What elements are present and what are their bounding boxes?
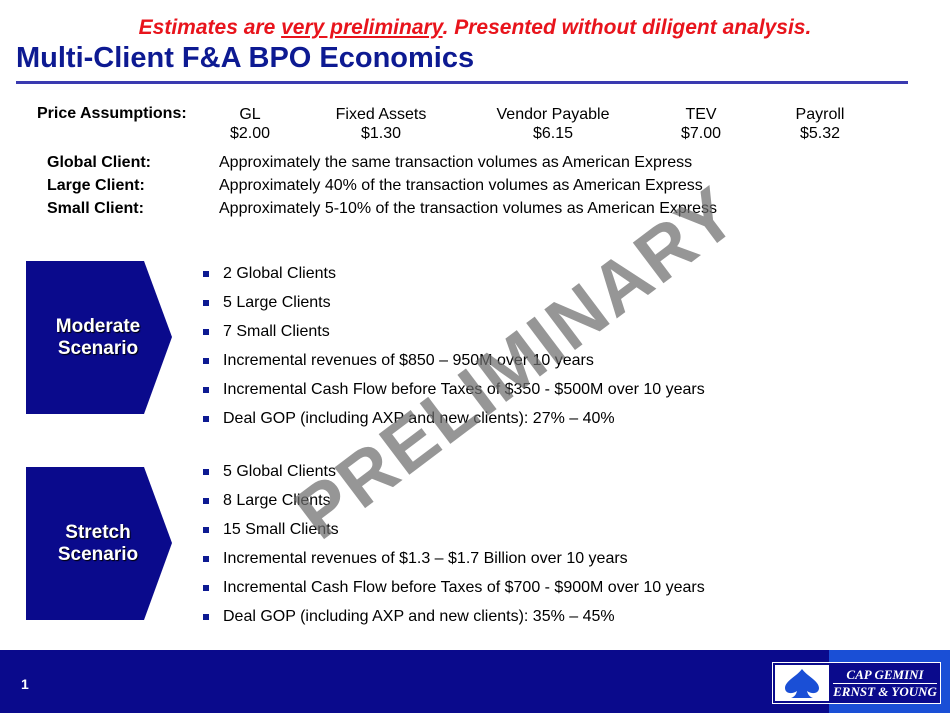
scenario-label: Moderate Scenario [26,261,172,414]
price-item-name: Payroll [795,106,845,123]
logo-line2: ERNST & YOUNG [833,684,937,699]
price-item-name: TEV [685,106,717,123]
price-item-name: Vendor Payable [496,106,610,123]
price-item-name: Fixed Assets [335,106,427,123]
price-item-fixed-assets: Fixed Assets $1.30 [320,105,442,143]
stretch-scenario-chevron: Stretch Scenario [26,467,172,620]
scenario-label-line1: Moderate [55,315,141,337]
logo-wordmark: CAP GEMINI ERNST & YOUNG [833,666,937,700]
stretch-scenario-bullets: 5 Global Clients 8 Large Clients 15 Smal… [203,457,705,631]
scenario-label-line2: Scenario [57,543,139,565]
warning-text-post: . Presented without diligent analysis. [442,16,812,39]
chevron-shape [26,467,172,620]
bullet-item: Deal GOP (including AXP and new clients)… [203,602,705,631]
client-name: Small Client: [47,200,144,217]
bullet-item: 15 Small Clients [203,515,705,544]
page-title: Multi-Client F&A BPO Economics [16,42,475,74]
bullet-item: 7 Small Clients [203,317,705,346]
price-assumptions-label: Price Assumptions: [37,105,187,122]
price-item-value: $1.30 [360,125,402,142]
price-item-value: $5.32 [799,125,841,142]
bullet-item: 8 Large Clients [203,486,705,515]
client-name: Large Client: [47,177,145,194]
bullet-item: Incremental revenues of $1.3 – $1.7 Bill… [203,544,705,573]
scenario-label-line2: Scenario [57,337,139,359]
spade-icon [775,665,829,701]
price-item-name: GL [239,106,261,123]
bullet-item: 2 Global Clients [203,259,705,288]
price-item-value: $6.15 [532,125,574,142]
price-item-tev: TEV $7.00 [666,105,736,143]
company-logo: CAP GEMINI ERNST & YOUNG [772,662,941,704]
bullet-item: 5 Large Clients [203,288,705,317]
bullet-item: 5 Global Clients [203,457,705,486]
client-description: Approximately 40% of the transaction vol… [219,177,703,194]
warning-text-pre: Estimates are [138,16,282,39]
price-item-gl: GL $2.00 [220,105,280,143]
price-item-vendor-payable: Vendor Payable $6.15 [480,105,626,143]
title-divider [16,81,908,84]
client-name: Global Client: [47,154,151,171]
bullet-item: Deal GOP (including AXP and new clients)… [203,404,705,433]
page-number: 1 [21,676,29,692]
price-item-value: $2.00 [229,125,271,142]
scenario-label-line1: Stretch [65,521,131,543]
moderate-scenario-bullets: 2 Global Clients 5 Large Clients 7 Small… [203,259,705,433]
preliminary-warning: Estimates are very preliminary. Presente… [0,16,950,40]
logo-line1: CAP GEMINI [846,667,924,682]
client-description: Approximately 5-10% of the transaction v… [219,200,718,217]
price-item-value: $7.00 [680,125,722,142]
moderate-scenario-chevron: Moderate Scenario [26,261,172,414]
warning-text-underlined: very preliminary [281,16,443,39]
client-description: Approximately the same transaction volum… [219,154,693,171]
bullet-item: Incremental Cash Flow before Taxes of $3… [203,375,705,404]
chevron-shape [26,261,172,414]
logo-divider [833,683,937,684]
bullet-item: Incremental revenues of $850 – 950M over… [203,346,705,375]
scenario-label: Stretch Scenario [26,467,172,620]
price-item-payroll: Payroll $5.32 [785,105,855,143]
bullet-item: Incremental Cash Flow before Taxes of $7… [203,573,705,602]
